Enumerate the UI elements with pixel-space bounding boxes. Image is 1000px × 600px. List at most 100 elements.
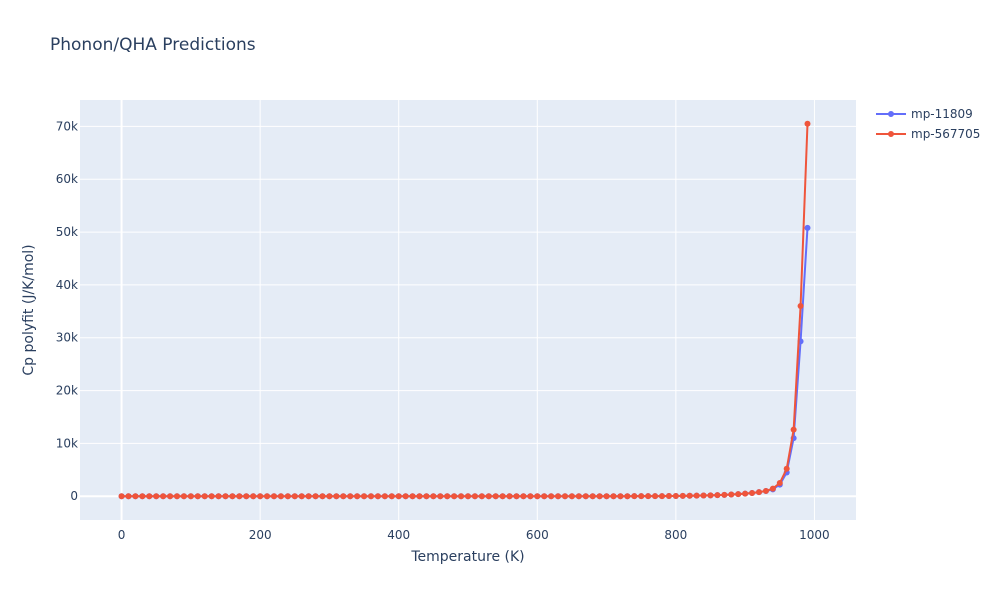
data-point <box>478 493 485 500</box>
data-point <box>319 493 326 500</box>
data-point <box>672 492 679 499</box>
data-point <box>291 493 298 500</box>
data-point <box>305 493 312 500</box>
data-point <box>589 493 596 500</box>
data-point <box>638 493 645 500</box>
data-point <box>679 492 686 499</box>
data-point <box>423 493 430 500</box>
data-point <box>167 493 174 500</box>
x-tick-label: 0 <box>118 528 126 542</box>
data-point <box>506 493 513 500</box>
data-point <box>548 493 555 500</box>
y-tick-label: 30k <box>56 331 78 345</box>
data-point <box>603 493 610 500</box>
data-point <box>146 493 153 500</box>
data-point <box>624 493 631 500</box>
data-point <box>575 493 582 500</box>
data-point <box>298 493 305 500</box>
data-point <box>271 493 277 500</box>
data-point <box>257 493 264 500</box>
series-layer <box>118 120 811 500</box>
data-point <box>728 491 735 498</box>
data-point <box>735 491 742 498</box>
data-point <box>153 493 160 500</box>
data-point <box>354 493 361 500</box>
y-tick-label: 50k <box>56 225 78 239</box>
data-point <box>416 493 423 500</box>
data-point <box>631 493 638 500</box>
data-point <box>756 489 762 496</box>
data-point <box>312 493 319 500</box>
data-point <box>187 493 194 500</box>
data-point <box>402 493 409 500</box>
data-point <box>568 493 575 500</box>
data-point <box>236 493 243 500</box>
legend-label: mp-11809 <box>911 107 973 121</box>
data-point <box>562 493 568 500</box>
legend-label: mp-567705 <box>911 127 980 141</box>
data-point <box>471 493 478 500</box>
data-point <box>776 480 783 487</box>
data-point <box>194 493 201 500</box>
y-tick-label: 70k <box>56 119 78 133</box>
legend-marker-swatch <box>888 111 894 117</box>
x-tick-label: 600 <box>526 528 549 542</box>
data-point <box>444 493 451 500</box>
data-point <box>381 493 388 500</box>
data-point <box>665 493 672 500</box>
data-point <box>659 493 665 500</box>
data-point <box>264 493 271 500</box>
series-mp-567705 <box>118 120 811 500</box>
x-axis-title: Temperature (K) <box>410 549 524 565</box>
legend[interactable]: mp-11809 mp-567705 <box>876 107 980 141</box>
legend-item-mp-11809[interactable]: mp-11809 <box>876 107 973 121</box>
data-point <box>492 493 499 500</box>
data-point <box>125 493 132 500</box>
data-point <box>458 493 465 500</box>
legend-marker-swatch <box>888 131 894 137</box>
data-point <box>617 493 624 500</box>
data-point <box>742 490 749 497</box>
data-point <box>790 426 797 433</box>
data-point <box>534 493 541 500</box>
x-tick-labels: 0 200 400 600 800 1000 <box>118 528 830 542</box>
y-axis-title: Cp polyfit (J/K/mol) <box>21 244 37 375</box>
data-point <box>769 485 776 492</box>
data-point <box>804 224 811 231</box>
data-point <box>326 493 333 500</box>
legend-item-mp-567705[interactable]: mp-567705 <box>876 127 980 141</box>
data-point <box>132 493 139 500</box>
data-point <box>555 493 562 500</box>
data-point <box>499 493 506 500</box>
data-point <box>229 493 236 500</box>
y-tick-labels: 0 10k 20k 30k 40k 50k 60k 70k <box>56 119 78 503</box>
data-point <box>340 493 347 500</box>
data-point <box>139 493 146 500</box>
data-point <box>451 493 458 500</box>
gridlines <box>80 100 856 520</box>
data-point <box>783 465 790 472</box>
data-point <box>374 493 381 500</box>
data-point <box>797 303 804 310</box>
data-point <box>762 487 769 494</box>
data-point <box>347 493 354 500</box>
data-point <box>395 493 402 500</box>
data-point <box>714 492 721 499</box>
data-point <box>645 493 652 500</box>
data-point <box>333 493 340 500</box>
x-tick-label: 200 <box>249 528 272 542</box>
data-point <box>582 493 589 500</box>
data-point <box>361 493 368 500</box>
data-point <box>721 491 728 498</box>
data-point <box>409 493 416 500</box>
data-point <box>465 493 471 500</box>
data-point <box>707 492 714 499</box>
data-point <box>118 493 125 500</box>
y-tick-label: 20k <box>56 384 78 398</box>
data-point <box>686 492 693 499</box>
data-point <box>610 493 617 500</box>
data-point <box>700 492 707 499</box>
chart-title: Phonon/QHA Predictions <box>50 35 256 55</box>
data-point <box>520 493 527 500</box>
